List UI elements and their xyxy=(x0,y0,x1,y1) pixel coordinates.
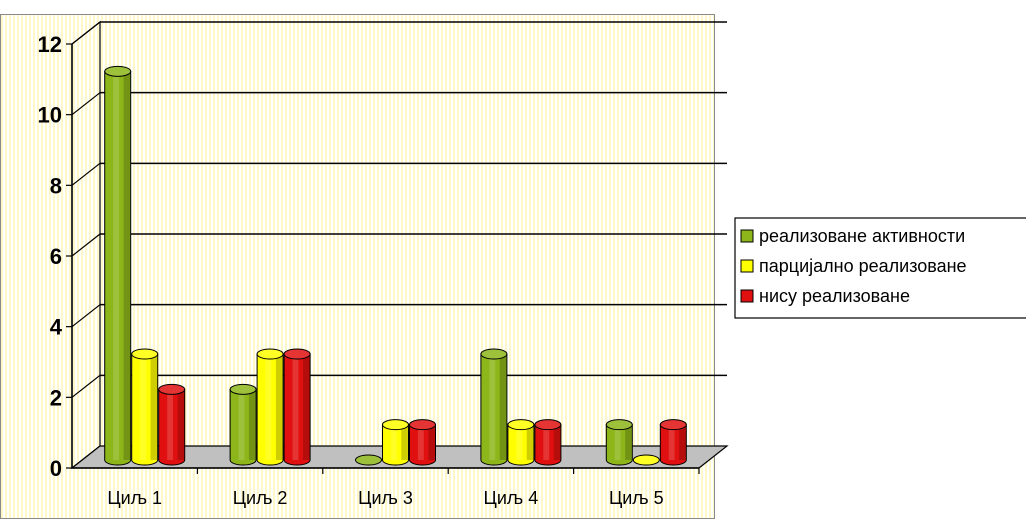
bar-cap xyxy=(409,419,436,431)
bar-highlight xyxy=(292,354,299,460)
legend-swatch xyxy=(740,289,754,303)
bar-cap xyxy=(256,348,284,360)
bar-cap xyxy=(355,454,382,466)
bar-cap xyxy=(131,348,159,360)
y-tick-label: 10 xyxy=(38,103,62,128)
legend-label: реализоване активности xyxy=(759,226,965,246)
bar-shade xyxy=(526,424,534,460)
bar-1-1 xyxy=(104,65,132,466)
bar-shade xyxy=(177,389,185,460)
bar-highlight xyxy=(543,424,550,460)
legend-swatch xyxy=(740,259,754,273)
gridline-side xyxy=(71,92,101,116)
legend-label: нису реализоване xyxy=(759,286,910,306)
bar-2-3 xyxy=(382,419,409,466)
bar-highlight xyxy=(140,354,146,460)
bar-shade xyxy=(499,354,507,460)
bar-shade xyxy=(248,389,256,460)
bar-shade xyxy=(401,424,408,460)
bar-cap xyxy=(632,454,660,466)
bar-highlight xyxy=(167,389,173,460)
bar-2-1 xyxy=(131,348,159,466)
bar-cap xyxy=(382,419,409,431)
gridline-side xyxy=(71,374,101,398)
bar-cap xyxy=(480,348,508,360)
x-tick-label: Циљ 1 xyxy=(107,488,162,508)
legend-box xyxy=(734,217,1026,319)
bar-cap xyxy=(507,419,535,431)
plot-area: 0 2 4 6 8 10 12 Циљ 1 Циљ 2 Циљ 3 Циљ 4 Циљ 5 xyxy=(38,20,729,508)
x-tick-label: Циљ 4 xyxy=(484,488,539,508)
bar-cap xyxy=(659,419,687,431)
bar-1-4 xyxy=(480,348,508,466)
bar-1-3 xyxy=(355,454,382,466)
y-tick-label: 0 xyxy=(50,456,62,481)
bar-3-3 xyxy=(409,419,436,466)
legend-label: парцијално реализоване xyxy=(759,256,967,276)
y-tick-label: 12 xyxy=(38,32,62,57)
bar-cap xyxy=(158,383,186,395)
bar-highlight xyxy=(668,424,675,460)
bar-highlight xyxy=(417,424,424,460)
legend: реализоване активности парцијално реализо… xyxy=(734,217,1026,319)
bar-3-5 xyxy=(659,419,687,466)
gridline-side xyxy=(71,162,101,186)
bar-cap xyxy=(534,419,562,431)
y-tick-label: 6 xyxy=(50,244,62,269)
gridline-side xyxy=(71,233,101,257)
bar-shade xyxy=(428,424,435,460)
y-tick-label: 2 xyxy=(50,385,62,410)
bar-highlight xyxy=(265,354,272,460)
bar-highlight xyxy=(113,71,119,460)
bar-shade xyxy=(302,354,310,460)
bar-highlight xyxy=(489,354,496,460)
bar-cap xyxy=(229,383,257,395)
gridline-side xyxy=(71,304,101,328)
bar-highlight xyxy=(238,389,245,460)
x-tick-label: Циљ 2 xyxy=(233,488,288,508)
bar-cap xyxy=(104,65,132,77)
bar-shade xyxy=(150,354,158,460)
gridline-side xyxy=(71,21,101,45)
legend-swatch xyxy=(740,229,754,243)
bar-2-2 xyxy=(256,348,284,466)
bar-highlight xyxy=(516,424,523,460)
bar-shade xyxy=(275,354,283,460)
bar-cap xyxy=(605,419,633,431)
bar-2-5 xyxy=(632,454,660,466)
bar-shade xyxy=(553,424,561,460)
y-tick-label: 4 xyxy=(50,315,63,340)
bar-highlight xyxy=(390,424,397,460)
x-tick-label: Циљ 3 xyxy=(358,488,413,508)
bar-2-4 xyxy=(507,419,535,466)
y-tick-label: 8 xyxy=(50,173,62,198)
bar-1-5 xyxy=(605,419,633,466)
bar-shade xyxy=(679,424,686,460)
bar-3-2 xyxy=(283,348,311,466)
bar-3-1 xyxy=(158,383,186,466)
bar-highlight xyxy=(614,424,621,460)
bar-1-2 xyxy=(229,383,257,466)
bar-cap xyxy=(283,348,311,360)
bar-3-4 xyxy=(534,419,562,466)
bar-shade xyxy=(123,71,131,460)
bar-shade xyxy=(625,424,632,460)
x-tick-label: Циљ 5 xyxy=(609,488,664,508)
